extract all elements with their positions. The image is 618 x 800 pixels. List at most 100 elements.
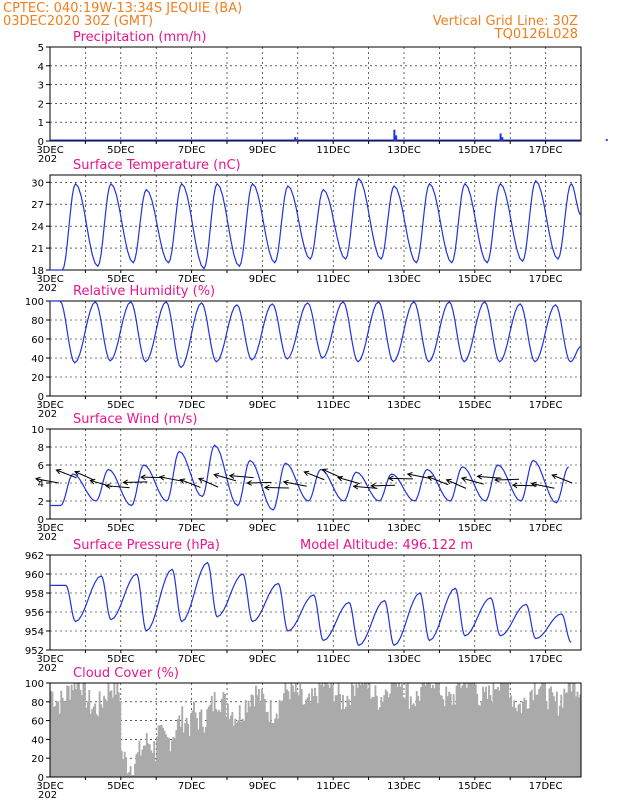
cloud-bar [433,688,436,777]
cloud-bar [287,691,290,777]
cloud-bar [173,738,176,777]
cloud-ytick-label: 40 [31,735,44,746]
cloud-bar [353,696,356,777]
cloud-bar [370,698,372,777]
cloud-bar [131,775,133,777]
cloud-bar [524,700,527,777]
cloud-bar [576,691,579,777]
cloud-bar [498,690,501,777]
pres-xtick-label: 11DEC [316,654,350,665]
cloud-bar [449,693,452,777]
cloud-bar [179,726,182,777]
wind-arrow [531,483,555,489]
precip-ytick-label: 0 [38,137,44,148]
cloud-bar [55,701,58,777]
cloud-frame-top [49,682,582,778]
cloud-bar [241,718,244,777]
cloud-bar [193,701,195,777]
cloud-bar [70,684,73,777]
cloud-bar [352,685,355,777]
temp-title: Surface Temperature (nC) [73,158,241,173]
wind-ytick-label: 2 [38,497,44,508]
cloud-bar [291,685,294,777]
cloud-bar [513,700,516,777]
cloud-bar [548,688,551,777]
cloud-bar [396,687,399,777]
wind-arrow-head [476,473,483,480]
cloud-bar [457,683,459,777]
cloud-bar [111,697,114,777]
wind-arrow [74,471,95,481]
cloud-bar [365,683,368,777]
wind-arrow-head [104,483,111,489]
rh-xtick-label: 5DEC [107,400,134,411]
cloud-bar [390,683,393,777]
cloud-bar [386,691,389,777]
cloud-xtick-label: 17DEC [529,781,563,792]
cloud-bar [488,685,490,777]
cloud-bar [135,754,138,777]
rh-xtick-label: 15DEC [458,400,492,411]
wind-arrow [322,468,343,479]
cloud-bar [142,745,145,777]
cloud-bar [408,708,411,777]
cloud-bar [61,697,64,777]
wind-arrow-head [530,481,537,488]
cloud-bar [219,711,222,777]
cloud-bar [377,709,380,777]
cloud-bar [427,683,430,777]
wind-arrow [105,485,130,489]
cloud-bar [545,701,548,777]
cloud-xtick-label: 15DEC [458,781,492,792]
cloud-bar [508,697,511,777]
cloud-bar [516,711,518,777]
cloud-bar [132,775,135,777]
temp-ytick-label: 27 [31,200,44,211]
cloud-bar [349,705,352,777]
cloud-bar [330,683,333,777]
cloud-bar [343,708,346,777]
cloud-bar [495,689,498,777]
cloud-bar [302,704,305,777]
wind-ytick-label: 6 [38,461,44,472]
wind-year-label: 202 [38,532,57,543]
temp-xtick-label: 11DEC [316,274,350,285]
precip-bar [395,135,398,141]
cloud-bar [222,692,225,777]
cloud-bar [561,707,564,777]
rh-xtick-label: 3DEC [36,400,63,411]
precip-bar [501,137,504,141]
cloud-bar [204,727,207,777]
cloud-bar [100,704,103,777]
cloud-ytick-label: 20 [31,754,44,765]
cloud-bar [268,721,271,777]
cloud-bar [451,704,454,777]
temp-xtick-label: 3DEC [36,274,63,285]
wind-arrow-head [89,478,96,485]
cloud-bar [358,683,361,777]
wind-arrow [180,479,201,488]
cloud-bar [101,707,104,777]
cloud-bar [514,707,517,777]
precip-bar [294,137,297,141]
cloud-bar [511,706,514,777]
rh-ytick-label: 100 [25,297,44,308]
wind-frame [49,428,582,520]
cloud-bar [184,723,187,777]
cloud-bar [134,763,136,777]
cloud-bar [336,695,339,777]
cloud-bar [434,683,437,777]
cloud-bar [439,694,442,777]
rh-title: Relative Humidity (%) [73,284,215,299]
precip-xtick-label: 17DEC [529,145,563,156]
wind-arrow [446,479,467,489]
cloud-bar [165,734,167,777]
temp-frame [49,174,582,271]
cloud-bar [318,683,321,777]
model-header: TQ0126L028 [494,27,578,42]
cloud-bar [409,696,412,777]
cloud-bar [196,718,198,777]
cloud-bar [384,689,387,777]
cloud-bar [109,691,111,777]
cloud-bar [342,694,344,777]
